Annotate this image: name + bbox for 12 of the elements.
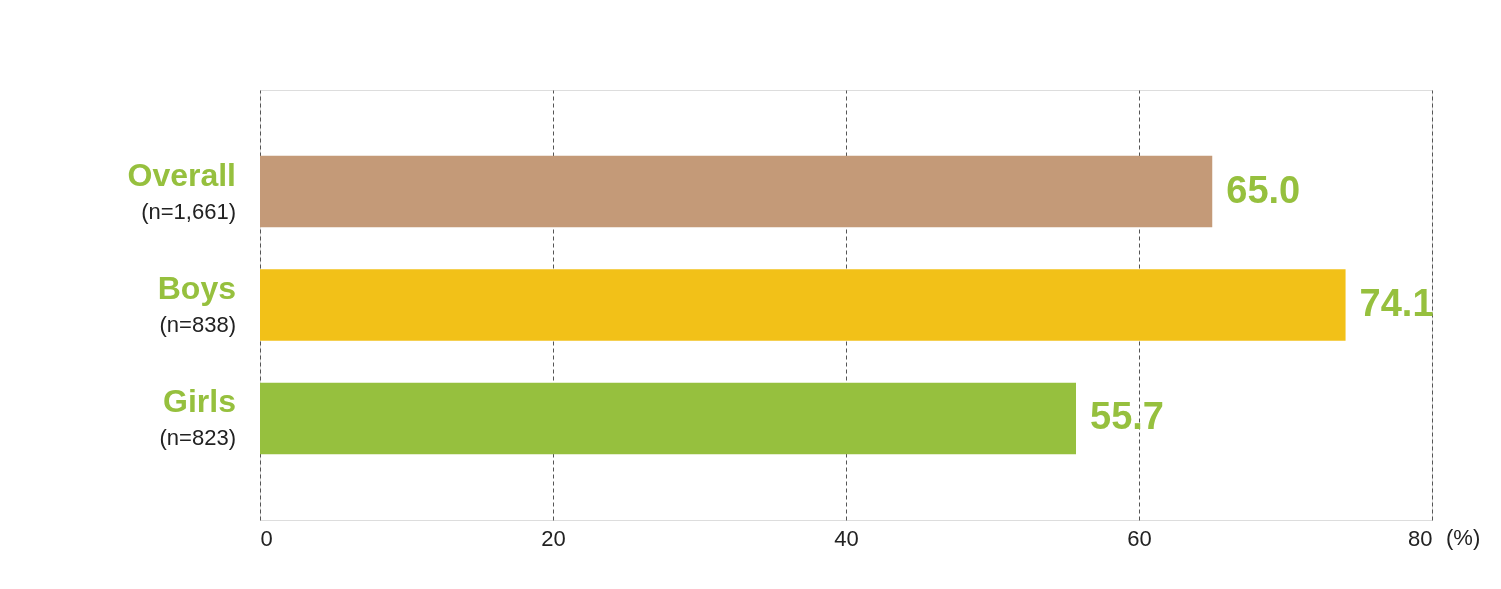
data-label: 65.0 xyxy=(1226,168,1301,211)
x-tick-label: 80 xyxy=(1408,525,1433,551)
data-label: 55.7 xyxy=(1090,395,1164,438)
data-label: 74.1 xyxy=(1359,282,1434,324)
category-label: Girls (n=823) xyxy=(159,383,236,451)
category-label: Boys (n=838) xyxy=(157,270,236,337)
x-axis-title: (%) xyxy=(1446,525,1481,550)
category-label: Overall (n=1,661) xyxy=(127,156,236,224)
x-tick-label: 40 xyxy=(834,525,859,551)
x-tick-label: 20 xyxy=(541,525,566,551)
x-tick-label: 0 xyxy=(260,525,273,551)
x-tick-label: 60 xyxy=(1127,525,1152,551)
